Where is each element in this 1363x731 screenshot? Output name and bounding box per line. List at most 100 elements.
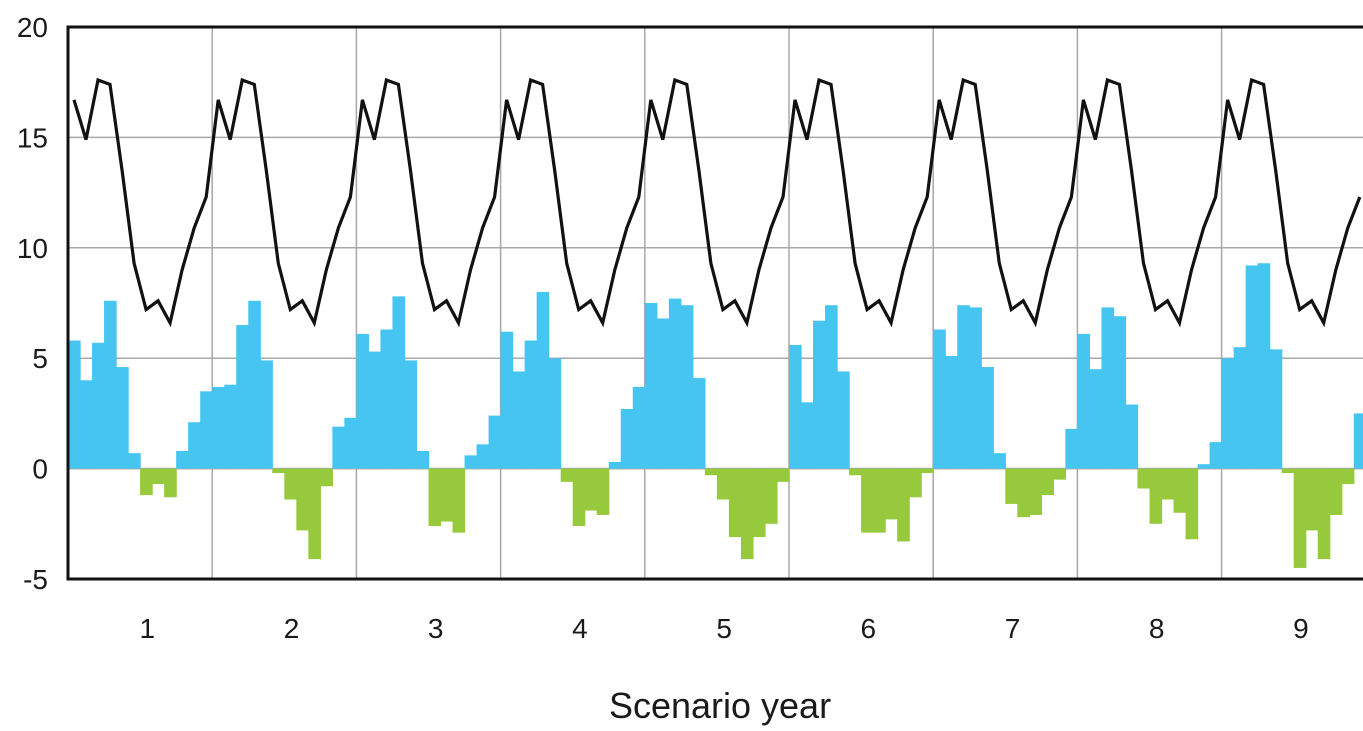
- monthly-bar: [849, 468, 862, 476]
- monthly-bar: [1077, 333, 1091, 469]
- monthly-bar: [248, 300, 261, 469]
- monthly-bar: [260, 360, 273, 469]
- monthly-bar: [524, 340, 538, 469]
- monthly-bar: [128, 453, 141, 469]
- monthly-bar: [296, 468, 309, 531]
- cycle-line-path: [72, 77, 1362, 328]
- monthly-bar: [776, 468, 790, 482]
- monthly-bar: [921, 468, 934, 474]
- monthly-bar: [1161, 468, 1175, 500]
- monthly-bar: [801, 402, 814, 469]
- monthly-bar: [1317, 468, 1331, 560]
- monthly-bar: [536, 291, 550, 469]
- monthly-bar: [452, 468, 466, 533]
- monthly-bar: [1221, 358, 1235, 469]
- y-tick-label: 15: [17, 122, 48, 153]
- monthly-bar: [656, 318, 670, 469]
- monthly-bar: [728, 468, 742, 538]
- monthly-bar: [1089, 369, 1103, 469]
- monthly-bar: [813, 320, 826, 469]
- monthly-bar: [969, 307, 982, 469]
- monthly-bar: [909, 468, 922, 498]
- monthly-bar: [1137, 468, 1151, 489]
- monthly-bar: [993, 453, 1006, 469]
- monthly-bar: [416, 450, 430, 469]
- y-tick-label: 5: [32, 343, 48, 374]
- monthly-bar: [80, 380, 93, 469]
- monthly-bar: [404, 360, 418, 469]
- monthly-bar: [837, 371, 850, 469]
- monthly-bar: [476, 444, 490, 469]
- monthly-bar: [428, 468, 442, 527]
- x-tick-labels: 1 2 3 4 5 6 7 8 9: [140, 613, 1309, 644]
- monthly-bar: [1173, 468, 1187, 513]
- monthly-bar: [356, 333, 370, 469]
- monthly-bar: [933, 329, 946, 469]
- monthly-bar: [632, 386, 646, 469]
- monthly-bar: [620, 408, 634, 469]
- monthly-bar: [1065, 428, 1078, 469]
- x-tick-label: 4: [572, 613, 588, 644]
- monthly-bar: [764, 468, 778, 524]
- monthly-bar: [704, 468, 718, 476]
- monthly-bar: [1113, 316, 1127, 469]
- monthly-bar: [873, 468, 886, 533]
- monthly-bar: [1245, 265, 1259, 469]
- x-tick-label: 8: [1149, 613, 1165, 644]
- monthly-bar: [500, 331, 514, 469]
- monthly-bar: [1197, 464, 1211, 469]
- x-tick-label: 1: [140, 613, 156, 644]
- monthly-bar: [1341, 468, 1355, 485]
- monthly-bar: [608, 461, 622, 469]
- monthly-bar: [885, 468, 898, 520]
- x-tick-label: 6: [861, 613, 877, 644]
- monthly-bar: [104, 300, 117, 469]
- monthly-bar: [789, 344, 802, 469]
- cycle-line: [72, 77, 1362, 328]
- monthly-bar: [368, 351, 382, 469]
- monthly-bar: [692, 378, 706, 469]
- monthly-bar: [957, 305, 970, 469]
- monthly-bar: [1041, 468, 1054, 496]
- monthly-bar: [1257, 263, 1271, 469]
- monthly-bar: [320, 468, 333, 487]
- monthly-bar: [272, 468, 285, 474]
- monthly-bar: [92, 342, 105, 469]
- monthly-bar: [164, 468, 177, 498]
- monthly-bar: [596, 468, 610, 515]
- monthly-bar: [1017, 468, 1030, 518]
- monthly-bar: [1209, 442, 1223, 469]
- monthly-bar: [716, 468, 730, 500]
- monthly-bar: [584, 468, 598, 511]
- monthly-bar: [284, 468, 297, 500]
- monthly-bar: [176, 450, 189, 469]
- monthly-bar: [1053, 468, 1066, 480]
- monthly-bar: [1185, 468, 1199, 540]
- monthly-bar: [680, 305, 694, 469]
- monthly-bar: [1125, 404, 1139, 469]
- monthly-bar: [200, 391, 213, 469]
- monthly-bar: [1329, 468, 1343, 515]
- monthly-bar: [1293, 468, 1307, 568]
- x-tick-label: 3: [428, 613, 444, 644]
- monthly-bar: [68, 340, 81, 469]
- monthly-bar: [512, 371, 526, 469]
- monthly-bar: [644, 303, 658, 469]
- monthly-bar: [1233, 347, 1247, 469]
- monthly-bar: [1005, 468, 1018, 504]
- monthly-bar: [861, 468, 874, 533]
- y-tick-label: -5: [23, 564, 48, 595]
- x-tick-label: 7: [1005, 613, 1021, 644]
- monthly-bar: [1101, 307, 1115, 469]
- x-tick-label: 9: [1293, 613, 1309, 644]
- monthly-bar: [344, 417, 357, 469]
- x-tick-label: 5: [716, 613, 732, 644]
- monthly-bar: [140, 468, 153, 496]
- axes-frame: [66, 25, 1363, 581]
- monthly-bar: [440, 468, 454, 522]
- monthly-bar: [236, 325, 249, 469]
- monthly-bar: [224, 384, 237, 469]
- monthly-bar: [740, 468, 754, 560]
- x-axis-title: Scenario year: [609, 685, 831, 726]
